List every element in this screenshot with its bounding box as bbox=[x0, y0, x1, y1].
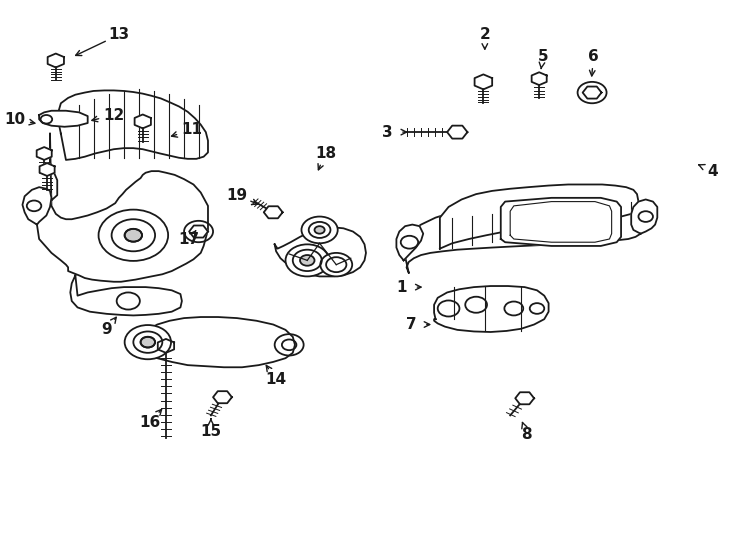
Circle shape bbox=[314, 226, 324, 234]
Polygon shape bbox=[134, 114, 151, 129]
Polygon shape bbox=[48, 53, 64, 68]
Polygon shape bbox=[396, 225, 424, 260]
Circle shape bbox=[141, 337, 155, 348]
Circle shape bbox=[125, 325, 171, 359]
Polygon shape bbox=[139, 317, 295, 367]
Text: 12: 12 bbox=[103, 107, 124, 123]
Polygon shape bbox=[37, 147, 51, 160]
Text: 7: 7 bbox=[406, 317, 416, 332]
Polygon shape bbox=[631, 199, 658, 234]
Polygon shape bbox=[434, 286, 548, 332]
Polygon shape bbox=[40, 163, 54, 176]
Circle shape bbox=[302, 217, 338, 244]
Text: 18: 18 bbox=[315, 146, 336, 161]
Text: 4: 4 bbox=[708, 164, 719, 179]
Circle shape bbox=[286, 244, 329, 276]
Circle shape bbox=[98, 210, 168, 261]
Polygon shape bbox=[37, 134, 208, 282]
Polygon shape bbox=[404, 195, 643, 273]
Polygon shape bbox=[39, 111, 87, 127]
Circle shape bbox=[300, 255, 314, 266]
Polygon shape bbox=[501, 198, 621, 246]
Text: 13: 13 bbox=[109, 28, 129, 42]
Polygon shape bbox=[475, 75, 493, 89]
Polygon shape bbox=[583, 86, 601, 99]
Text: 17: 17 bbox=[178, 232, 200, 246]
Polygon shape bbox=[275, 227, 366, 276]
Text: 3: 3 bbox=[382, 125, 392, 140]
Circle shape bbox=[125, 229, 142, 242]
Polygon shape bbox=[264, 206, 283, 218]
Text: 6: 6 bbox=[588, 49, 599, 64]
Text: 2: 2 bbox=[479, 28, 490, 42]
Polygon shape bbox=[158, 339, 174, 353]
Polygon shape bbox=[440, 185, 639, 248]
Polygon shape bbox=[531, 72, 547, 85]
Polygon shape bbox=[515, 392, 534, 404]
Polygon shape bbox=[189, 226, 208, 238]
Polygon shape bbox=[213, 391, 232, 403]
Text: 15: 15 bbox=[200, 424, 222, 439]
Text: 16: 16 bbox=[139, 415, 161, 430]
Text: 5: 5 bbox=[537, 49, 548, 64]
Text: 1: 1 bbox=[396, 280, 407, 295]
Polygon shape bbox=[70, 275, 182, 315]
Polygon shape bbox=[59, 90, 208, 160]
Polygon shape bbox=[23, 187, 51, 225]
Text: 10: 10 bbox=[4, 112, 26, 127]
Polygon shape bbox=[447, 126, 468, 139]
Circle shape bbox=[320, 253, 352, 276]
Text: 14: 14 bbox=[266, 372, 287, 387]
Text: 8: 8 bbox=[522, 427, 532, 442]
Text: 9: 9 bbox=[101, 322, 112, 338]
Text: 11: 11 bbox=[181, 123, 202, 138]
Text: 19: 19 bbox=[226, 188, 247, 202]
